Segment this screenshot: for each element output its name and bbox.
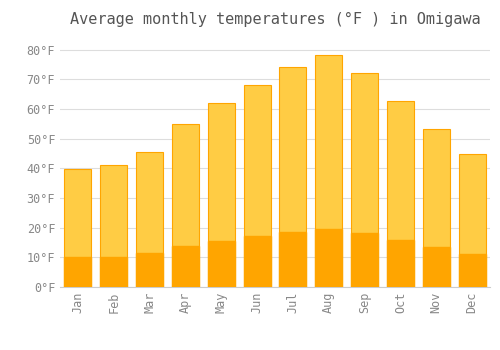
Bar	[387, 101, 414, 287]
Bar	[458, 154, 485, 287]
Bar	[64, 169, 92, 287]
Bar	[280, 232, 306, 287]
Bar	[423, 247, 450, 287]
Bar	[208, 241, 234, 287]
Bar	[136, 152, 163, 287]
Bar	[244, 237, 270, 287]
Bar	[244, 85, 270, 287]
Bar	[351, 233, 378, 287]
Bar	[172, 124, 199, 287]
Bar	[280, 67, 306, 287]
Bar	[136, 253, 163, 287]
Bar	[458, 254, 485, 287]
Title: Average monthly temperatures (°F ) in Omigawa: Average monthly temperatures (°F ) in Om…	[70, 12, 480, 27]
Bar	[387, 240, 414, 287]
Bar	[316, 55, 342, 287]
Bar	[208, 103, 234, 287]
Bar	[100, 166, 127, 287]
Bar	[100, 257, 127, 287]
Bar	[423, 129, 450, 287]
Bar	[64, 258, 92, 287]
Bar	[316, 229, 342, 287]
Bar	[172, 246, 199, 287]
Bar	[351, 73, 378, 287]
